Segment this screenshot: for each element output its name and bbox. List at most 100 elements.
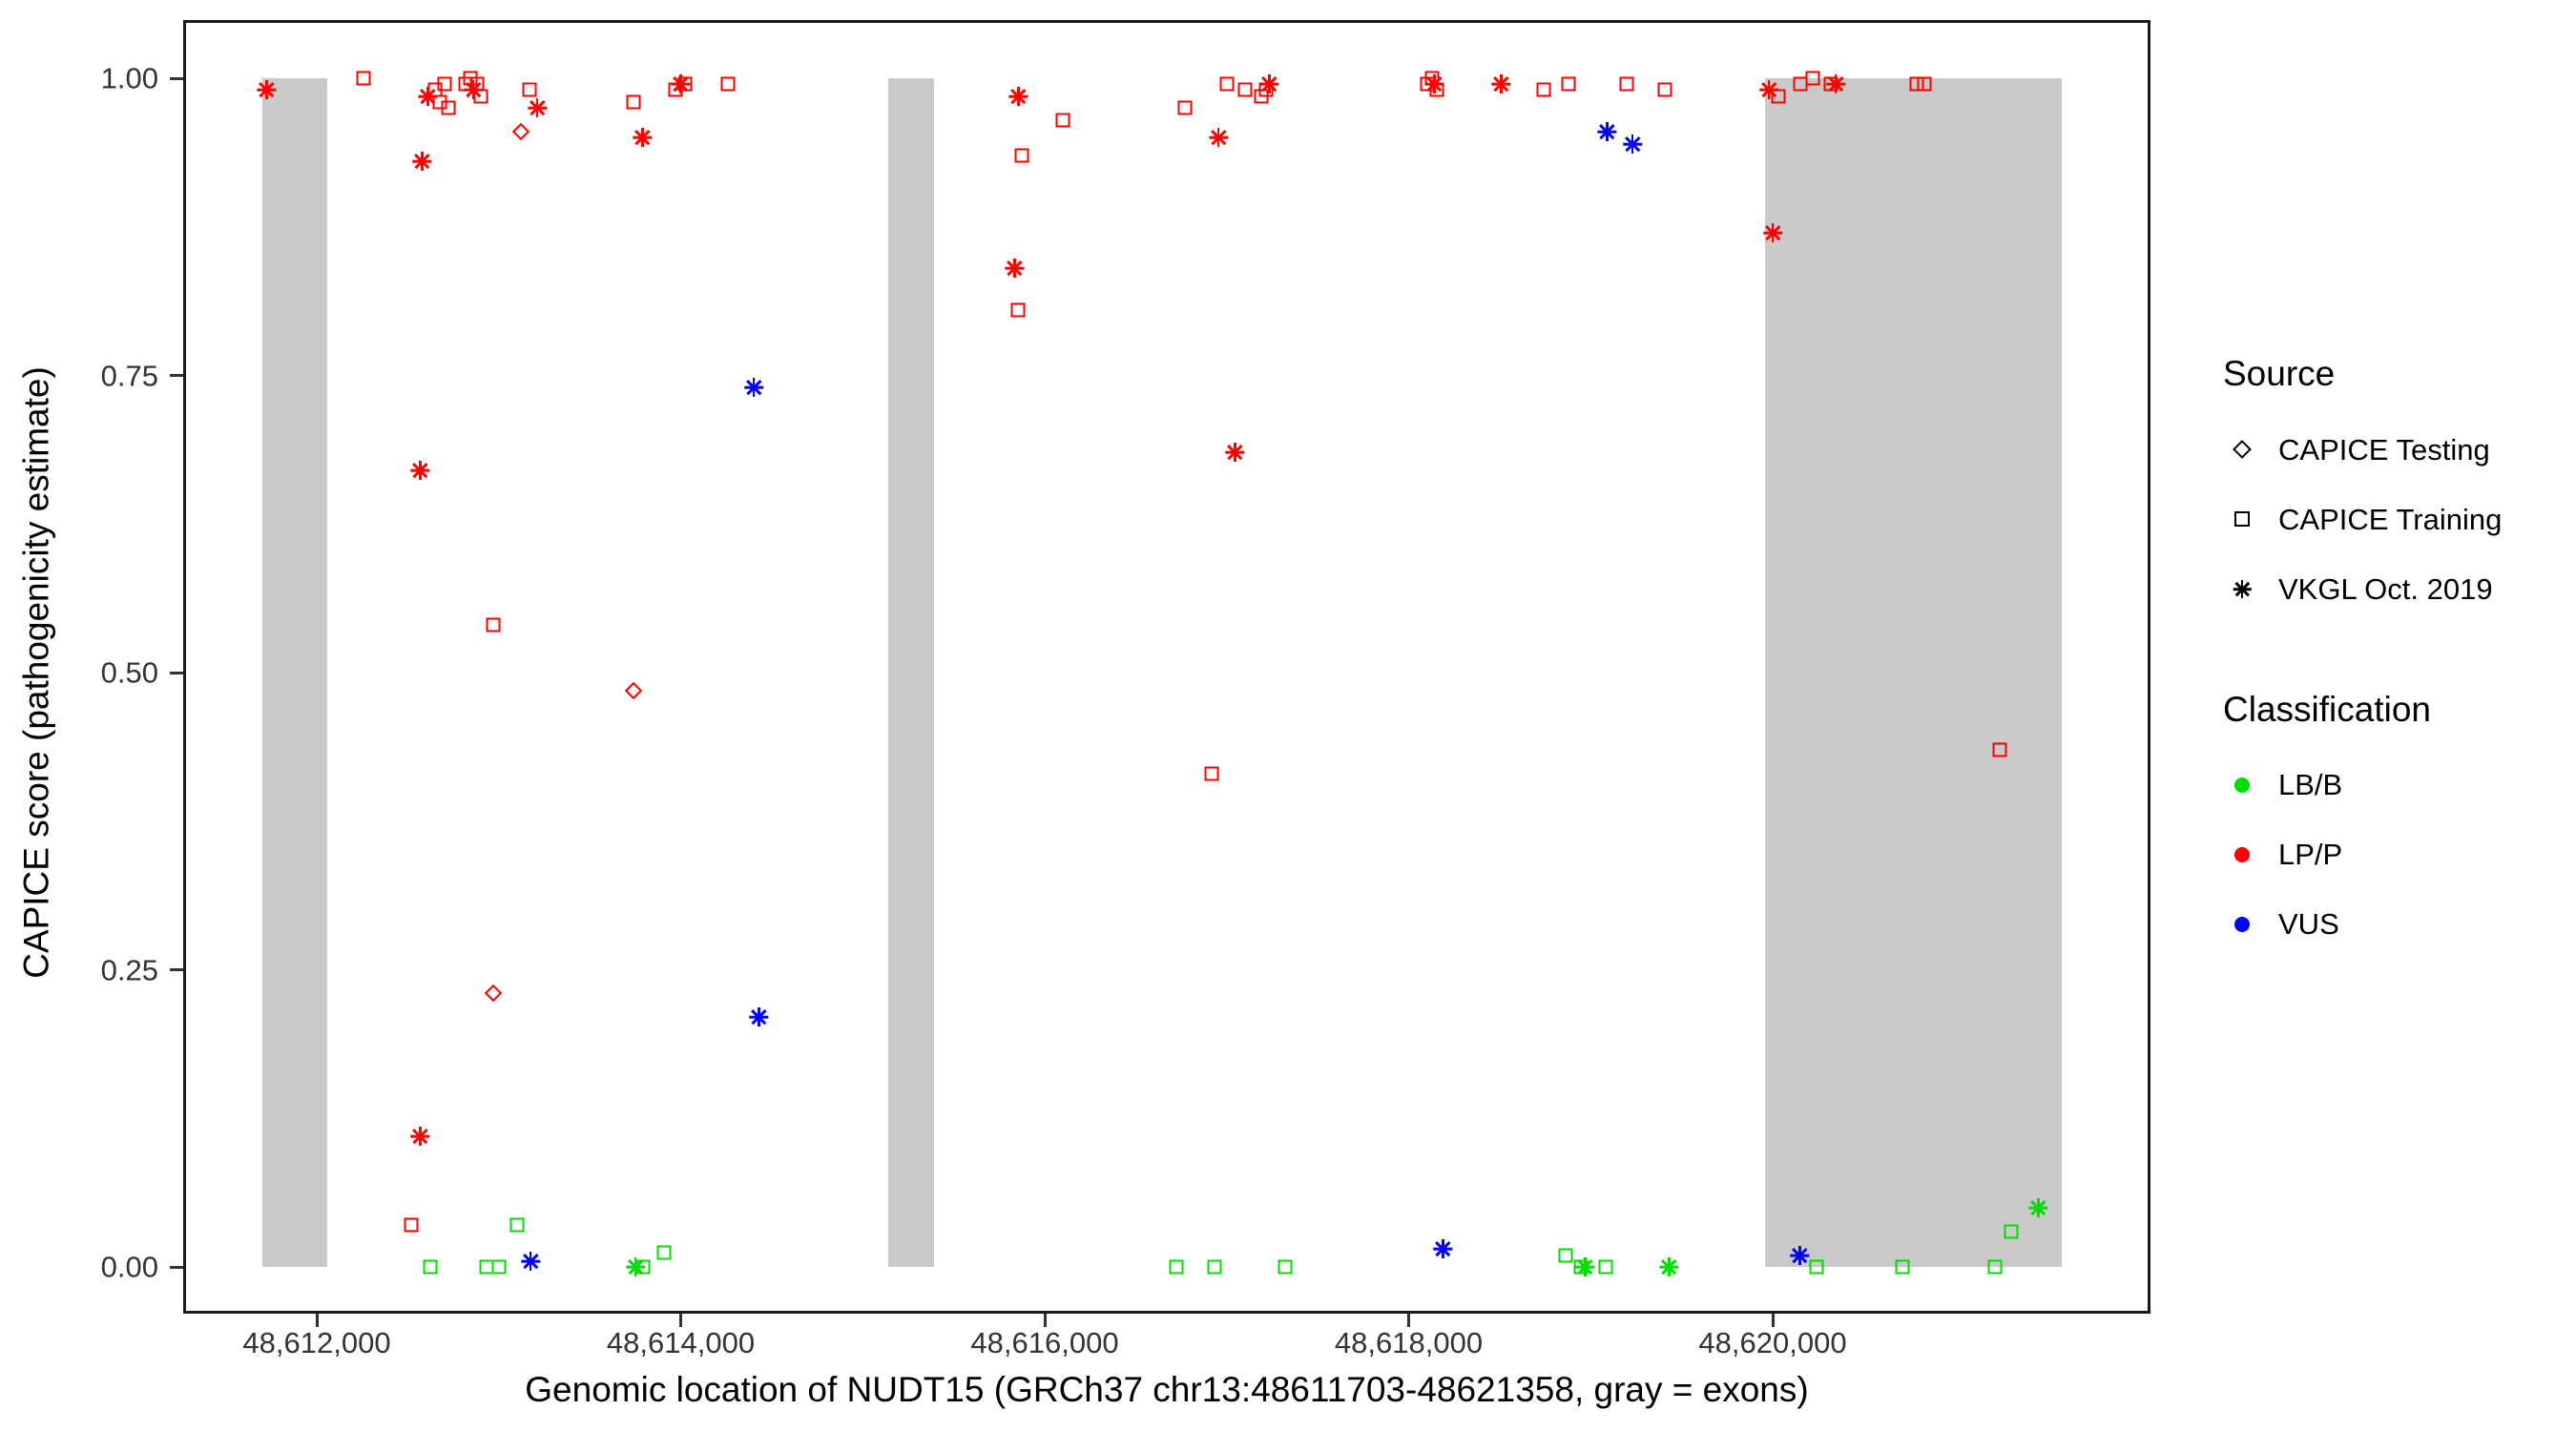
data-point-square: [1010, 302, 1026, 318]
data-point-square: [404, 1217, 419, 1233]
data-point-asterisk: [527, 98, 547, 118]
data-point-asterisk: [1623, 134, 1643, 154]
legend-item-vkgl: VKGL Oct. 2019: [2223, 554, 2566, 624]
data-point-diamond: [511, 122, 530, 141]
legend-item-capice-training: CAPICE Training: [2223, 485, 2566, 554]
data-point-square: [1619, 76, 1634, 92]
x-tick-mark: [1407, 1314, 1410, 1327]
x-tick-label: 48,612,000: [242, 1326, 391, 1359]
y-tick-label: 0.75: [100, 359, 158, 392]
data-point-square: [1207, 1259, 1222, 1275]
data-point-square: [1258, 82, 1274, 97]
data-point-asterisk: [1209, 128, 1229, 148]
data-point-asterisk: [1597, 122, 1617, 142]
data-point-asterisk: [1225, 443, 1245, 463]
red-dot-icon: [2223, 836, 2261, 874]
legend: Source CAPICE Testing CAPICE Training VK…: [2223, 354, 2566, 959]
legend-item-lpp: LP/P: [2223, 819, 2566, 889]
data-point-asterisk: [1491, 74, 1511, 94]
green-dot-icon: [2223, 766, 2261, 804]
data-point-square: [1177, 100, 1193, 115]
data-point-diamond: [484, 985, 503, 1003]
data-point-square: [635, 1259, 651, 1275]
data-point-square: [1809, 1259, 1824, 1275]
data-point-square: [1987, 1259, 2003, 1275]
data-point-square: [1237, 82, 1253, 97]
data-point-square: [720, 76, 736, 92]
data-point-square: [656, 1245, 672, 1260]
blue-dot-icon: [2223, 905, 2261, 944]
data-point-square: [1992, 742, 2007, 757]
legend-item-label: LP/P: [2278, 838, 2343, 872]
legend-item-lbb: LB/B: [2223, 750, 2566, 819]
data-point-square: [1895, 1259, 1910, 1275]
y-axis-title: CAPICE score (pathogenicity estimate): [16, 366, 56, 979]
data-point-asterisk: [749, 1007, 769, 1027]
y-tick-label: 0.25: [100, 953, 158, 986]
data-point-asterisk: [2028, 1197, 2048, 1217]
legend-item-label: CAPICE Testing: [2278, 432, 2490, 467]
data-point-square: [1917, 76, 1932, 92]
data-point-square: [486, 617, 501, 633]
data-point-square: [1014, 148, 1029, 163]
y-tick-label: 0.50: [100, 655, 158, 690]
y-tick-mark: [170, 374, 183, 377]
data-point-square: [1598, 1259, 1612, 1275]
data-point-square: [473, 89, 488, 104]
exon-band: [887, 78, 934, 1267]
data-point-square: [1771, 89, 1786, 104]
data-point-square: [1055, 113, 1070, 128]
square-icon: [2223, 500, 2261, 538]
x-tick-mark: [1043, 1314, 1047, 1327]
data-point-square: [1561, 76, 1576, 92]
data-point-square: [1536, 82, 1551, 97]
data-point-asterisk: [412, 152, 432, 172]
data-point-asterisk: [1759, 80, 1779, 100]
data-point-asterisk: [743, 377, 763, 397]
y-tick-label: 0.00: [100, 1250, 158, 1284]
legend-item-label: LB/B: [2278, 768, 2343, 802]
diamond-icon: [2223, 430, 2261, 468]
x-tick-label: 48,616,000: [970, 1326, 1119, 1359]
data-point-asterisk: [1005, 259, 1025, 279]
data-point-square: [2004, 1224, 2019, 1239]
x-tick-mark: [679, 1314, 682, 1327]
data-point-square: [677, 76, 693, 92]
x-tick-mark: [1771, 1314, 1775, 1327]
data-point-asterisk: [257, 80, 277, 100]
data-point-square: [1558, 1248, 1573, 1263]
x-tick-mark: [315, 1314, 319, 1327]
data-point-asterisk: [1575, 1257, 1595, 1276]
data-point-square: [509, 1217, 525, 1233]
legend-item-label: CAPICE Training: [2278, 502, 2503, 536]
data-point-square: [522, 82, 537, 97]
data-point-square: [1219, 76, 1235, 92]
data-point-square: [1278, 1259, 1293, 1275]
legend-item-label: VUS: [2278, 907, 2339, 942]
x-tick-label: 48,614,000: [606, 1326, 756, 1359]
exon-band: [1765, 78, 2063, 1267]
data-point-asterisk: [1008, 86, 1028, 106]
exon-band: [262, 78, 328, 1267]
x-axis-title: Genomic location of NUDT15 (GRCh37 chr13…: [525, 1370, 1809, 1409]
data-point-asterisk: [1825, 74, 1845, 94]
asterisk-icon: [2223, 570, 2261, 608]
data-point-square: [437, 76, 452, 92]
y-tick-mark: [170, 76, 183, 80]
data-point-square: [1657, 82, 1672, 97]
data-point-asterisk: [1763, 222, 1782, 242]
data-point-square: [1204, 766, 1219, 781]
data-point-square: [423, 1259, 438, 1275]
data-point-asterisk: [1659, 1257, 1679, 1276]
data-point-asterisk: [671, 74, 691, 94]
data-point-asterisk: [410, 461, 430, 481]
data-point-square: [1909, 76, 1924, 92]
data-point-diamond: [624, 681, 643, 699]
data-point-asterisk: [1433, 1239, 1453, 1259]
legend-classification-title: Classification: [2223, 689, 2431, 729]
data-point-asterisk: [1790, 1245, 1810, 1265]
x-tick-label: 48,620,000: [1698, 1326, 1847, 1359]
data-point-square: [441, 100, 456, 115]
